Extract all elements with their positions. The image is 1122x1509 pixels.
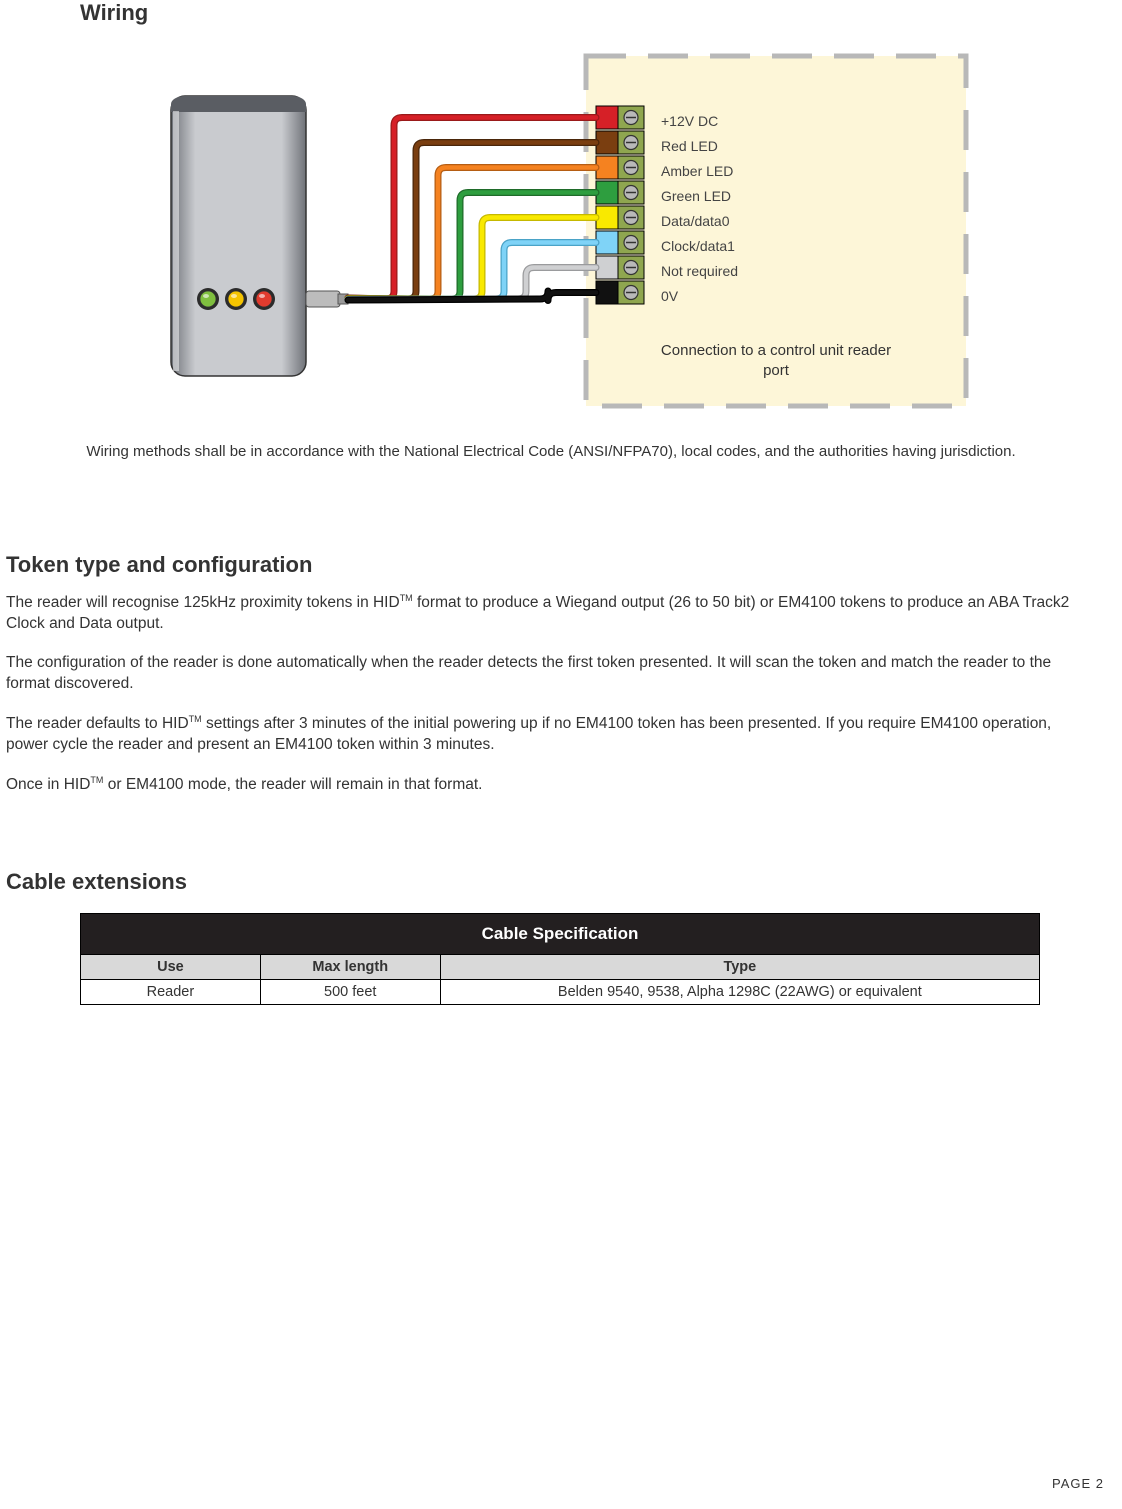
td-use: Reader xyxy=(81,979,261,1004)
terminal-label: Data/data0 xyxy=(661,209,738,234)
terminal-label: Amber LED xyxy=(661,159,738,184)
tm-3: TM xyxy=(90,775,103,785)
tm-2: TM xyxy=(189,714,202,724)
control-unit-label: Connection to a control unit reader port xyxy=(646,341,906,380)
token-body: The reader will recognise 125kHz proximi… xyxy=(6,592,1096,796)
table-header-row: Use Max length Type xyxy=(81,954,1040,979)
terminal-label: Clock/data1 xyxy=(661,234,738,259)
token-p3a: The reader defaults to HID xyxy=(6,715,189,732)
terminal-label: Not required xyxy=(661,259,738,284)
heading-wiring: Wiring xyxy=(80,0,1102,26)
terminal-label-list: +12V DCRed LEDAmber LEDGreen LEDData/dat… xyxy=(661,109,738,309)
th-type: Type xyxy=(440,954,1039,979)
heading-token: Token type and configuration xyxy=(6,552,1102,578)
heading-cable: Cable extensions xyxy=(6,869,1102,895)
terminal-label: Red LED xyxy=(661,134,738,159)
terminal-label: +12V DC xyxy=(661,109,738,134)
th-max: Max length xyxy=(260,954,440,979)
page-number: PAGE 2 xyxy=(1052,1476,1104,1491)
wiring-diagram: +12V DCRed LEDAmber LEDGreen LEDData/dat… xyxy=(126,51,976,431)
tm-1: TM xyxy=(400,593,413,603)
cable-spec-table: Cable Specification Use Max length Type … xyxy=(80,913,1040,1005)
table-title-row: Cable Specification xyxy=(81,913,1040,954)
table-row: Reader 500 feet Belden 9540, 9538, Alpha… xyxy=(81,979,1040,1004)
token-p4a: Once in HID xyxy=(6,776,90,793)
th-use: Use xyxy=(81,954,261,979)
token-p2: The configuration of the reader is done … xyxy=(6,653,1096,695)
td-type: Belden 9540, 9538, Alpha 1298C (22AWG) o… xyxy=(440,979,1039,1004)
token-p4b: or EM4100 mode, the reader will remain i… xyxy=(103,776,482,793)
terminal-label: Green LED xyxy=(661,184,738,209)
td-max: 500 feet xyxy=(260,979,440,1004)
table-title: Cable Specification xyxy=(81,913,1040,954)
token-p1a: The reader will recognise 125kHz proximi… xyxy=(6,594,400,611)
terminal-label: 0V xyxy=(661,284,738,309)
wiring-note: Wiring methods shall be in accordance wi… xyxy=(60,441,1042,462)
